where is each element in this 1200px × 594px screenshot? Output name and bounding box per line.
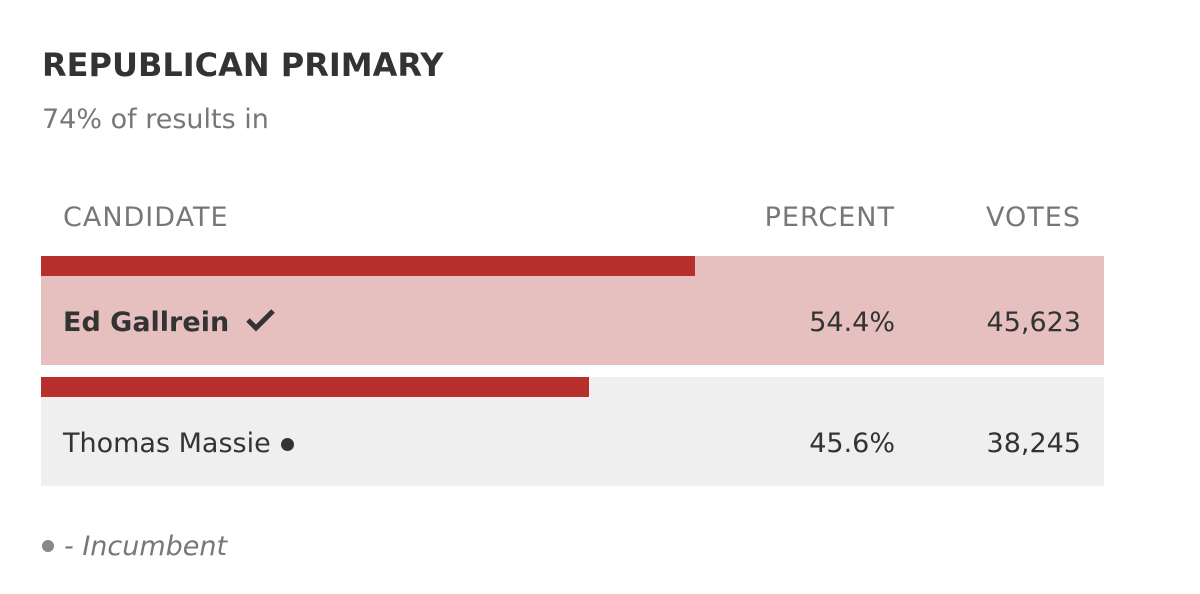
subtitle: 74% of results in <box>42 104 269 135</box>
incumbent-dot <box>42 539 54 552</box>
footnote: - Incumbent <box>42 531 227 562</box>
candidate-row: Ed Gallrein 54.4% 45,623 <box>41 256 1104 365</box>
candidate-row: Thomas Massie 45.6% 38,245 <box>41 377 1104 486</box>
incumbent-dot <box>280 438 294 451</box>
candidate-name: Thomas Massie <box>63 428 271 459</box>
column-header: VOTES <box>986 202 1081 233</box>
votes-cell: 45,623 <box>986 307 1081 338</box>
candidate-cell: Thomas Massie <box>63 428 294 459</box>
percent-cell: 45.6% <box>809 428 895 459</box>
footnote-text: - Incumbent <box>64 531 228 562</box>
winner-check <box>246 309 275 332</box>
votes-cell: 38,245 <box>986 428 1081 459</box>
percent-bar <box>41 377 590 397</box>
column-header: PERCENT <box>764 202 895 233</box>
percent-cell: 54.4% <box>809 307 895 338</box>
candidate-cell: Ed Gallrein <box>63 307 277 338</box>
candidate-name: Ed Gallrein <box>63 307 230 338</box>
percent-bar <box>41 256 695 276</box>
check-path <box>246 309 275 332</box>
column-header: CANDIDATE <box>63 202 229 233</box>
title: REPUBLICAN PRIMARY <box>42 46 444 84</box>
